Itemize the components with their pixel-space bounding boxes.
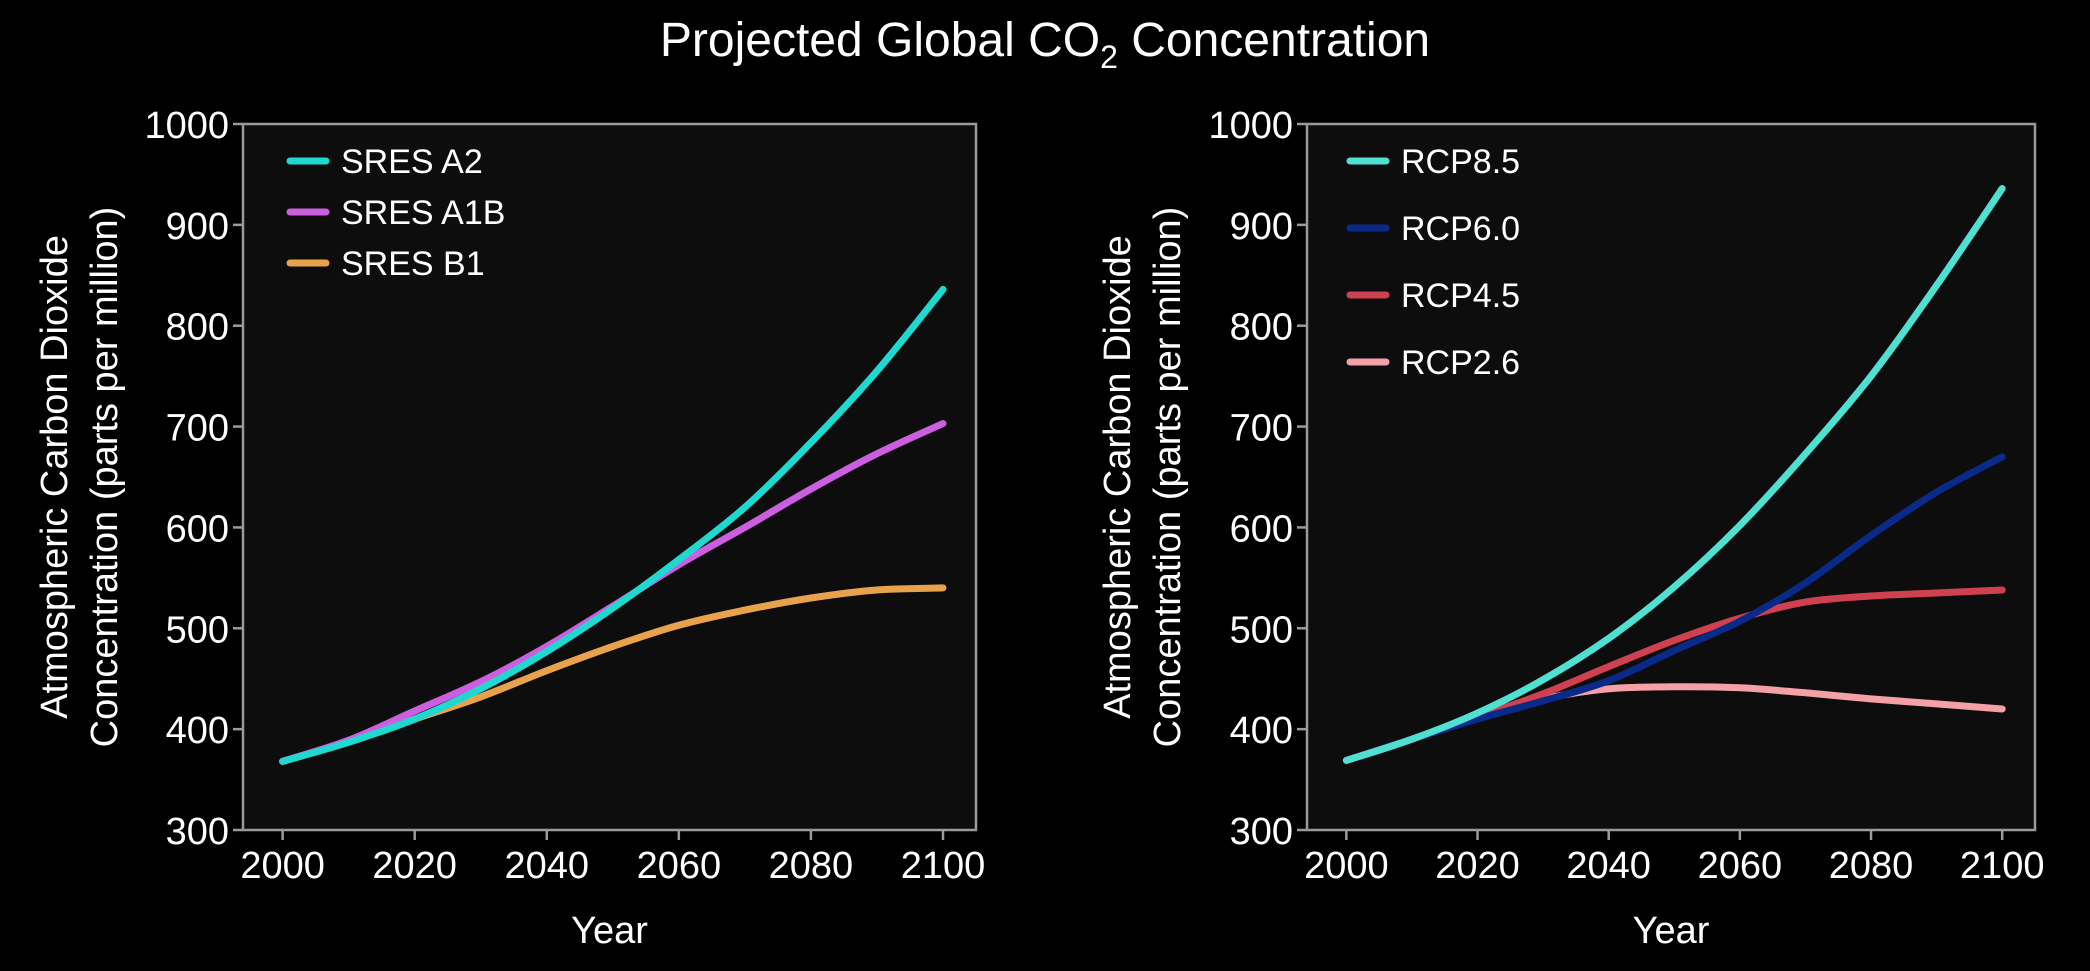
x-tick-label: 2060: [637, 845, 722, 887]
y-axis-label-line1: Atmospheric Carbon Dioxide: [34, 235, 76, 719]
y-tick-label: 900: [1230, 206, 1293, 248]
chart-panel-1: 300 400 500 600 700 800 900 1000 2000 2020 2040 206…: [34, 105, 985, 952]
plot-area: [241, 122, 978, 832]
y-tick-label: 600: [166, 508, 229, 550]
legend-label-sres-a1b: SRES A1B: [341, 194, 505, 232]
x-tick-label: 2040: [1566, 845, 1651, 887]
figure-title: Projected Global CO2 Concentration: [660, 14, 1430, 75]
y-tick-label: 300: [1230, 811, 1293, 853]
series-line-rcp8-5: [1342, 185, 2006, 764]
x-tick-label: 2020: [372, 845, 457, 887]
y-tick-label: 700: [166, 408, 229, 450]
plot-area: [1305, 122, 2037, 832]
x-tick-label: 2020: [1435, 845, 1520, 887]
legend-label-rcp4-5: RCP4.5: [1401, 277, 1520, 315]
legend-label-sres-a2: SRES A2: [341, 143, 483, 181]
x-tick-label: 2040: [504, 845, 589, 887]
y-tick-label: 900: [166, 206, 229, 248]
y-tick-label: 300: [166, 811, 229, 853]
y-tick-label: 600: [1230, 508, 1293, 550]
y-tick-label: 800: [166, 307, 229, 349]
x-axis-label: Year: [1633, 910, 1710, 952]
series-group: [1342, 185, 2006, 764]
y-tick-label: 800: [1230, 307, 1293, 349]
y-tick-label: 400: [1230, 710, 1293, 752]
x-tick-label: 2060: [1698, 845, 1783, 887]
series-line-sres-a2: [279, 285, 947, 765]
legend-label-rcp2-6: RCP2.6: [1401, 344, 1520, 382]
x-tick-label: 2080: [1829, 845, 1914, 887]
y-axis-label-line1: Atmospheric Carbon Dioxide: [1097, 235, 1139, 719]
y-tick-label: 400: [166, 710, 229, 752]
x-tick-label: 2100: [901, 845, 986, 887]
y-tick-label: 1000: [144, 105, 229, 147]
series-group: [279, 285, 947, 765]
y-tick-label: 700: [1230, 408, 1293, 450]
x-tick-label: 2000: [240, 845, 325, 887]
x-axis-label: Year: [571, 910, 648, 952]
y-axis-label-line2: Concentration (parts per million): [84, 207, 126, 748]
legend-label-sres-b1: SRES B1: [341, 245, 485, 283]
chart-panel-2: 300 400 500 600 700 800 900 1000 2000 2020 2040 206…: [1097, 105, 2044, 952]
x-tick-label: 2100: [1960, 845, 2045, 887]
y-axis-label-line2: Concentration (parts per million): [1147, 207, 1189, 748]
legend-label-rcp8-5: RCP8.5: [1401, 143, 1520, 181]
y-tick-label: 1000: [1208, 105, 1293, 147]
y-tick-label: 500: [166, 609, 229, 651]
x-tick-label: 2080: [769, 845, 854, 887]
y-tick-label: 500: [1230, 609, 1293, 651]
legend-label-rcp6-0: RCP6.0: [1401, 210, 1520, 248]
x-tick-label: 2000: [1304, 845, 1389, 887]
